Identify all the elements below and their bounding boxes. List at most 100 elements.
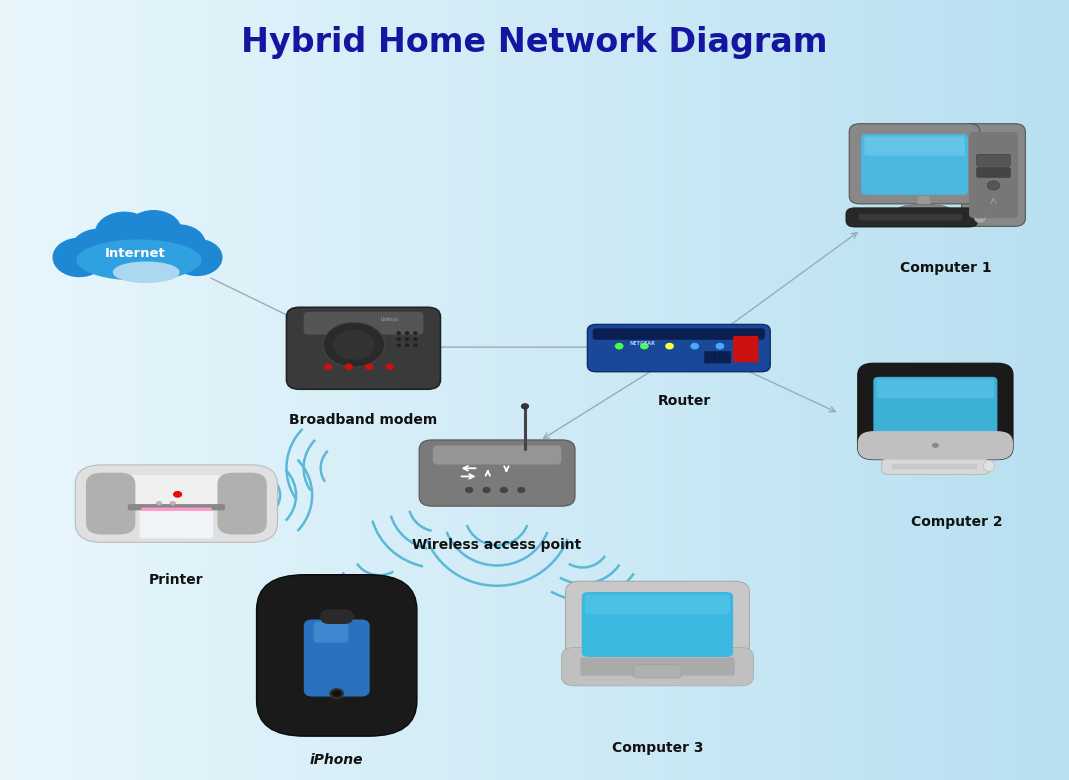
Bar [978,0,983,780]
FancyBboxPatch shape [944,214,954,217]
Bar [508,0,513,780]
Bar [1048,0,1053,780]
FancyBboxPatch shape [967,464,977,467]
Bar [331,0,337,780]
FancyBboxPatch shape [857,363,1013,459]
Bar [706,0,711,780]
Bar [957,0,962,780]
FancyBboxPatch shape [704,658,721,665]
Bar [112,0,118,780]
Bar [780,0,786,780]
FancyBboxPatch shape [724,351,731,363]
Bar [0,0,5,780]
Bar [1064,0,1069,780]
FancyBboxPatch shape [717,351,725,363]
Bar [518,0,524,780]
Bar [930,0,935,780]
FancyBboxPatch shape [633,665,682,678]
Bar [823,0,828,780]
Bar [663,0,668,780]
Polygon shape [925,448,946,458]
FancyBboxPatch shape [918,218,928,221]
FancyBboxPatch shape [650,668,666,675]
Bar [449,0,454,780]
Bar [262,0,267,780]
FancyBboxPatch shape [950,464,960,467]
FancyBboxPatch shape [580,663,597,670]
Bar [166,0,171,780]
Bar [1000,0,1005,780]
FancyBboxPatch shape [950,466,960,470]
Bar [396,0,401,780]
FancyBboxPatch shape [952,216,962,218]
Bar [946,0,951,780]
Bar [572,0,577,780]
Bar [588,0,593,780]
Circle shape [170,502,175,505]
FancyBboxPatch shape [865,136,965,156]
Bar [310,0,315,780]
FancyBboxPatch shape [592,328,765,340]
Bar [246,0,251,780]
Bar [887,0,893,780]
FancyBboxPatch shape [846,207,978,227]
FancyBboxPatch shape [691,668,707,675]
FancyBboxPatch shape [917,464,927,467]
Bar [428,0,433,780]
FancyBboxPatch shape [691,663,707,670]
Bar [353,0,358,780]
FancyBboxPatch shape [927,214,936,217]
Bar [967,0,973,780]
FancyBboxPatch shape [86,473,136,534]
Bar [16,0,21,780]
Text: Wireless access point: Wireless access point [413,538,582,552]
Bar [267,0,273,780]
Bar [914,0,919,780]
FancyBboxPatch shape [622,658,638,665]
Bar [738,0,743,780]
Bar [144,0,150,780]
FancyBboxPatch shape [926,464,935,467]
Bar [118,0,123,780]
Bar [465,0,470,780]
Ellipse shape [899,204,949,212]
FancyBboxPatch shape [636,663,652,670]
FancyBboxPatch shape [898,449,973,466]
FancyBboxPatch shape [910,216,919,218]
Bar [951,0,957,780]
Bar [289,0,294,780]
FancyBboxPatch shape [321,609,353,624]
FancyBboxPatch shape [873,377,997,448]
Bar [796,0,802,780]
Bar [877,0,882,780]
Bar [882,0,887,780]
Bar [807,0,812,780]
Bar [775,0,780,780]
Bar [727,0,732,780]
Bar [850,0,855,780]
Bar [64,0,69,780]
Bar [828,0,834,780]
Bar [695,0,700,780]
Bar [871,0,877,780]
Bar [529,0,534,780]
Bar [615,0,620,780]
FancyBboxPatch shape [92,475,261,509]
Bar [802,0,807,780]
FancyBboxPatch shape [313,622,348,643]
Circle shape [95,212,154,255]
Bar [577,0,583,780]
Bar [86,0,91,780]
FancyBboxPatch shape [892,464,901,467]
FancyBboxPatch shape [942,466,952,470]
Bar [1037,0,1042,780]
Circle shape [153,225,205,263]
Bar [567,0,572,780]
Bar [540,0,545,780]
FancyBboxPatch shape [934,464,944,467]
Circle shape [616,343,623,349]
FancyBboxPatch shape [718,663,734,670]
Bar [401,0,406,780]
FancyBboxPatch shape [867,218,878,221]
Bar [973,0,978,780]
